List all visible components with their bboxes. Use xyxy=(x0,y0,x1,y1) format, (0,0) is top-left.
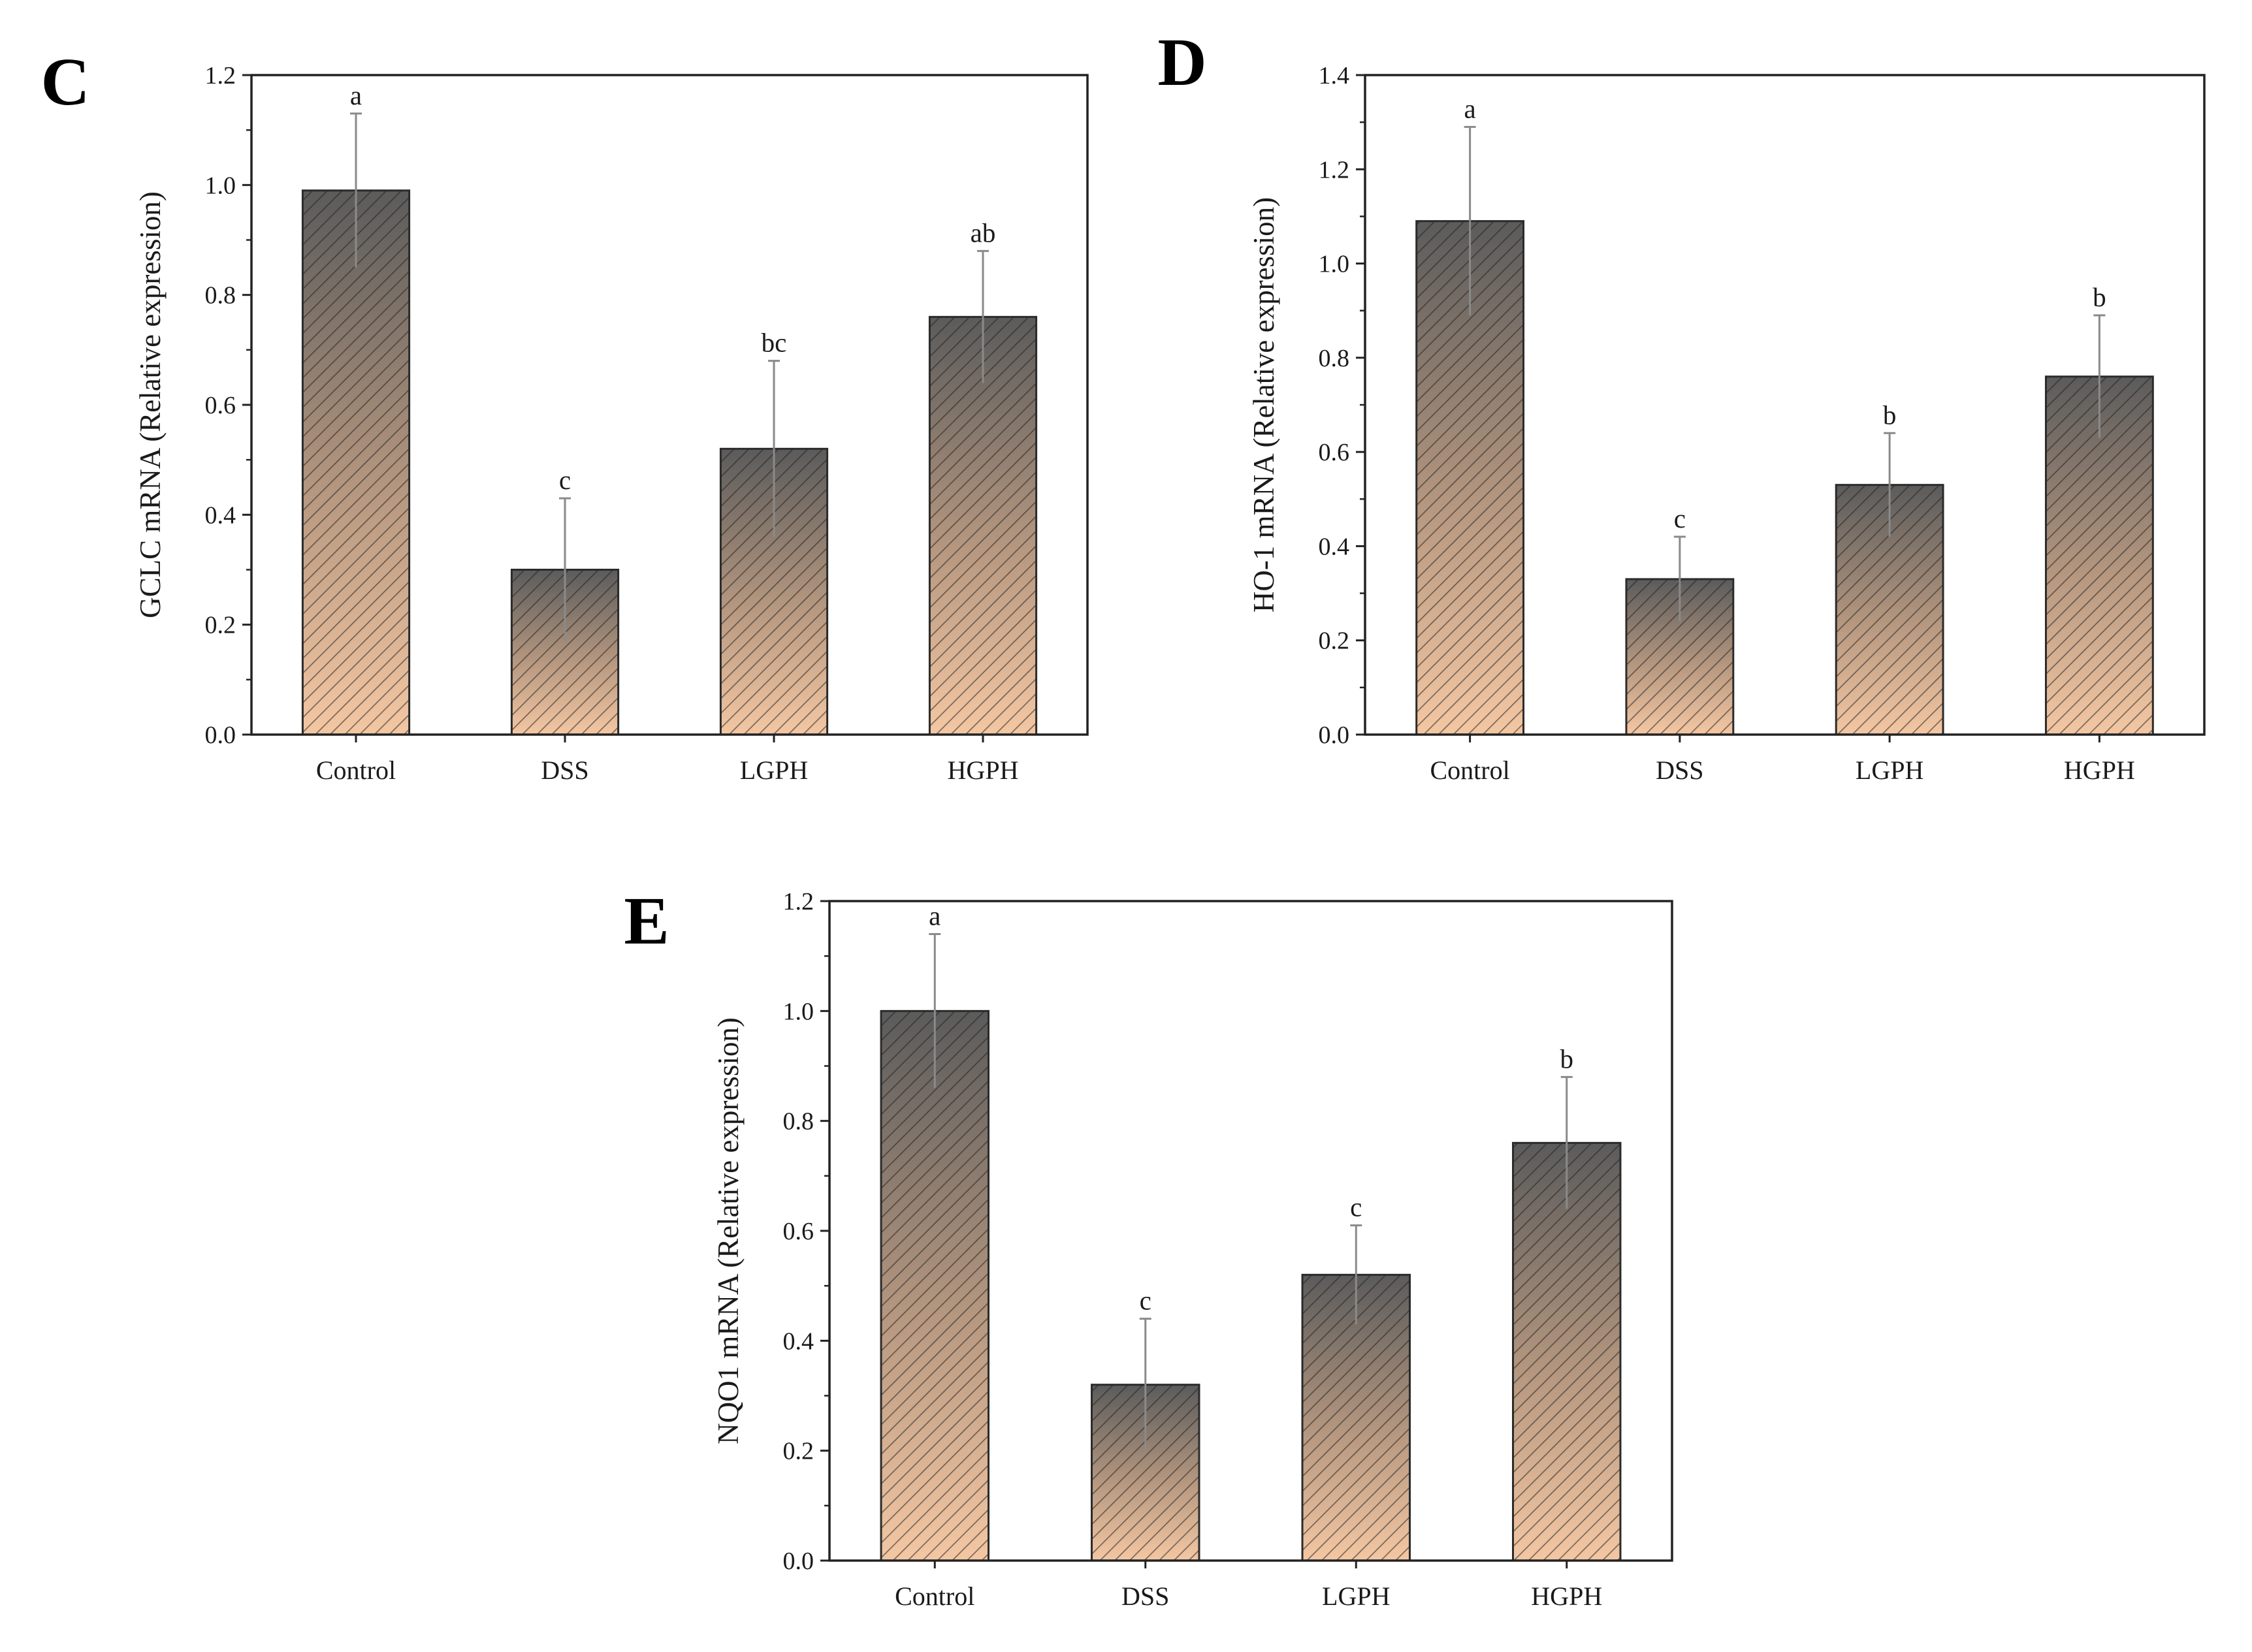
x-tick-label: Control xyxy=(316,755,396,785)
bar-hatch xyxy=(880,1009,989,1562)
y-axis-title: HO-1 mRNA (Relative expression) xyxy=(1247,197,1280,612)
y-tick-label: 0.6 xyxy=(205,392,236,419)
y-tick-label: 1.2 xyxy=(1319,156,1350,183)
x-tick-label: LGPH xyxy=(1856,755,1923,785)
bar-hgph xyxy=(1512,1141,1622,1562)
significance-label: b xyxy=(1560,1043,1574,1073)
error-bar xyxy=(350,112,362,268)
bar-hgph xyxy=(928,315,1038,736)
x-tick-label: DSS xyxy=(1121,1581,1169,1611)
panel-letter: C xyxy=(40,44,89,119)
y-tick-label: 1.0 xyxy=(1319,251,1350,278)
y-tick-label: 0.4 xyxy=(205,501,236,529)
significance-label: a xyxy=(1464,93,1476,123)
error-bar xyxy=(2093,314,2106,438)
error-bar xyxy=(768,360,780,537)
significance-label: c xyxy=(559,465,571,495)
y-tick-label: 1.4 xyxy=(1319,62,1350,89)
x-tick-label: LGPH xyxy=(1322,1581,1390,1611)
bar-control xyxy=(301,189,411,736)
error-bar xyxy=(1139,1318,1151,1451)
significance-label: c xyxy=(1674,503,1686,533)
y-tick-label: 0.8 xyxy=(1319,345,1350,372)
y-tick-label: 0.4 xyxy=(783,1327,814,1355)
y-tick-label: 1.0 xyxy=(783,998,814,1025)
significance-label: c xyxy=(1140,1286,1151,1316)
error-bar xyxy=(1884,432,1896,537)
error-bar xyxy=(1560,1075,1573,1209)
significance-label: a xyxy=(929,901,941,931)
y-tick-label: 0.6 xyxy=(783,1218,814,1245)
y-tick-label: 0.2 xyxy=(205,612,236,639)
error-bar xyxy=(1673,535,1686,622)
y-tick-label: 0.0 xyxy=(1319,722,1350,749)
x-tick-label: Control xyxy=(1430,755,1510,785)
significance-label: b xyxy=(1883,400,1897,430)
x-tick-label: Control xyxy=(895,1581,974,1611)
error-bar xyxy=(1350,1224,1362,1325)
bar-dss xyxy=(1625,578,1735,736)
panel-letter: D xyxy=(1157,25,1206,100)
y-axis-title: NQO1 mRNA (Relative expression) xyxy=(712,1017,745,1444)
error-bar xyxy=(977,249,989,383)
error-bar xyxy=(559,497,571,641)
plot-frame xyxy=(250,74,1089,736)
y-tick-label: 0.2 xyxy=(783,1438,814,1465)
y-tick-label: 0.8 xyxy=(205,282,236,310)
y-axis-title: GCLC mRNA (Relative expression) xyxy=(134,191,167,618)
panel-d: Da Control c DSS b LGPH b HGPH 0.0 0.2 0.4 0.6 0.8 1.… xyxy=(1157,25,2206,785)
y-tick-label: 0.2 xyxy=(1319,627,1350,655)
significance-label: b xyxy=(2093,282,2106,312)
y-tick-label: 1.0 xyxy=(205,172,236,199)
x-tick-label: HGPH xyxy=(948,755,1019,785)
significance-label: c xyxy=(1350,1192,1362,1222)
x-tick-label: HGPH xyxy=(2064,755,2135,785)
plot-frame xyxy=(1364,74,2206,736)
x-tick-label: DSS xyxy=(1656,755,1703,785)
x-tick-label: DSS xyxy=(541,755,588,785)
bar-hatch xyxy=(301,189,411,736)
significance-label: ab xyxy=(971,217,996,247)
y-tick-label: 0.0 xyxy=(783,1548,814,1575)
bar-hatch xyxy=(1512,1141,1622,1562)
y-tick-label: 1.2 xyxy=(205,62,236,89)
error-bar xyxy=(929,933,941,1088)
error-bar xyxy=(1464,125,1476,315)
x-tick-label: HGPH xyxy=(1531,1581,1602,1611)
significance-label: a xyxy=(350,80,362,110)
y-tick-label: 0.6 xyxy=(1319,439,1350,466)
plot-frame xyxy=(828,900,1673,1562)
significance-label: bc xyxy=(762,328,787,358)
y-tick-label: 0.0 xyxy=(205,722,236,749)
y-tick-label: 1.2 xyxy=(783,888,814,915)
y-tick-label: 0.4 xyxy=(1319,533,1350,560)
x-tick-label: LGPH xyxy=(740,755,808,785)
y-tick-label: 0.8 xyxy=(783,1108,814,1136)
bar-control xyxy=(880,1009,989,1562)
panel-letter: E xyxy=(624,883,669,959)
